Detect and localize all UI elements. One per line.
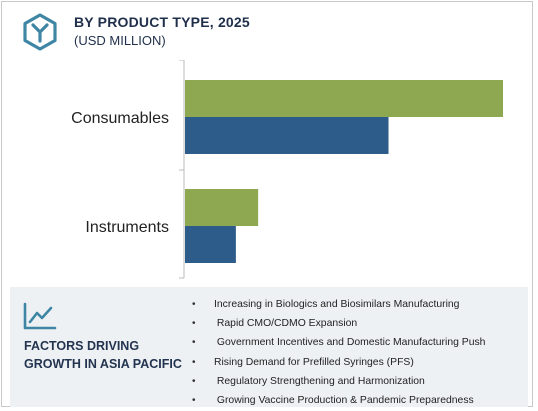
bullet-icon: • [192, 375, 196, 387]
factor-item: • Government Incentives and Domestic Man… [192, 333, 485, 352]
infographic-card: BY PRODUCT TYPE, 2025 (USD MILLION) Cons… [1, 1, 533, 407]
hexagon-logo-icon [23, 13, 57, 51]
category-label-instruments: Instruments [85, 219, 169, 236]
bullet-icon: • [192, 394, 196, 406]
factor-text: Rapid CMO/CDMO Expansion [214, 318, 358, 330]
factor-text: Increasing in Biologics and Biosimilars … [214, 299, 460, 310]
category-axis [179, 60, 185, 279]
bullet-icon: • [192, 318, 196, 330]
bar-instruments-series-2 [185, 226, 236, 263]
bullet-icon: • [192, 299, 196, 310]
bar-consumables-series-2 [185, 117, 389, 154]
factor-item: • Increasing in Biologics and Biosimilars… [192, 295, 485, 314]
bar-consumables-series-1 [185, 80, 503, 117]
chart-header: BY PRODUCT TYPE, 2025 (USD MILLION) [22, 13, 522, 53]
factor-text: Regulatory Strengthening and Harmonizati… [214, 375, 425, 387]
factors-list: • Increasing in Biologics and Biosimilars… [192, 295, 485, 410]
bar-chart: Consumables Instruments [71, 60, 503, 279]
factor-text: Rising Demand for Prefilled Syringes (PF… [214, 356, 414, 368]
factor-text: Government Incentives and Domestic Manuf… [214, 337, 486, 349]
bar-instruments-series-1 [185, 189, 259, 226]
bullet-icon: • [192, 356, 196, 368]
bullet-icon: • [192, 337, 196, 349]
factors-panel: FACTORS DRIVING GROWTH IN ASIA PACIFIC •… [10, 287, 528, 407]
factor-item: • Rising Demand for Prefilled Syringes (P… [192, 353, 485, 372]
factor-item: • Regulatory Strengthening and Harmoniza… [192, 372, 485, 391]
chart-title: BY PRODUCT TYPE, 2025 [74, 14, 250, 30]
factors-title: FACTORS DRIVING GROWTH IN ASIA PACIFIC [24, 339, 182, 371]
category-label-consumables: Consumables [71, 110, 169, 127]
factor-item: • Rapid CMO/CDMO Expansion [192, 314, 485, 333]
factor-item: • Growing Vaccine Production & Pandemic … [192, 391, 485, 410]
trend-line-icon [23, 302, 57, 330]
factor-text: Growing Vaccine Production & Pandemic Pr… [214, 394, 474, 406]
chart-subtitle: (USD MILLION) [74, 33, 166, 48]
